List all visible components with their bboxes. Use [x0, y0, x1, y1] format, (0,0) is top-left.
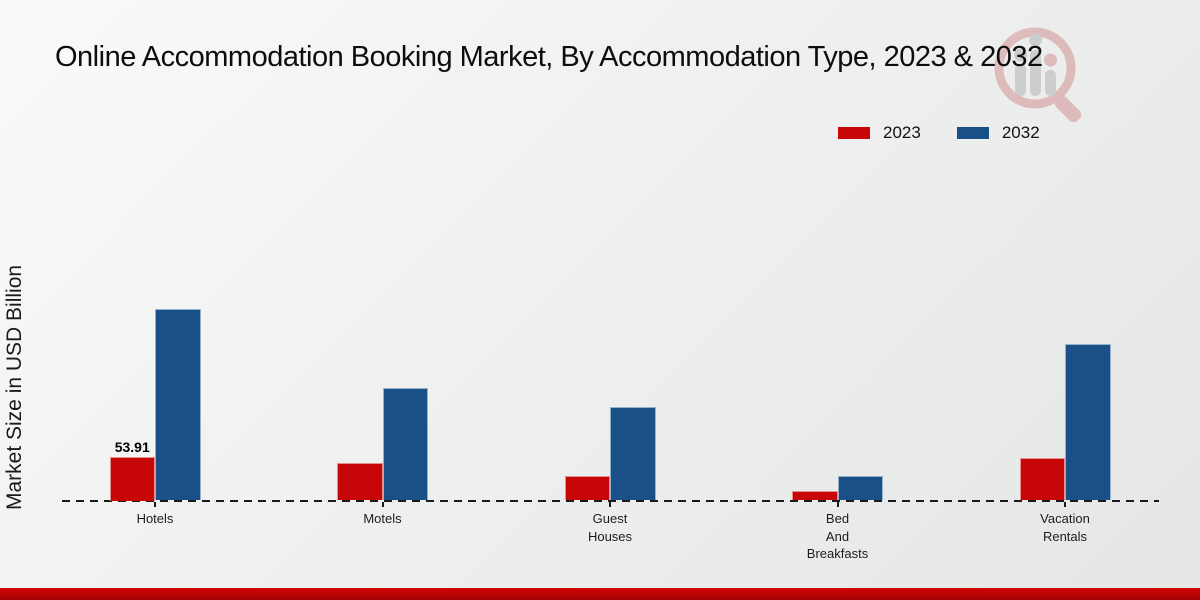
legend: 2023 2032 [838, 123, 1076, 143]
bar-2023-bed-and-breakfasts [792, 491, 838, 501]
x-axis-tick-bed-and-breakfasts [836, 502, 839, 507]
category-label-guest-houses: Guest Houses [587, 511, 633, 544]
legend-item-2023: 2023 [838, 123, 921, 143]
x-axis-tick-guest-houses [609, 502, 611, 507]
bar-2032-bed-and-breakfasts [837, 476, 883, 501]
chart-title: Online Accommodation Booking Market, By … [55, 41, 1043, 73]
category-label-hotels: Hotels [136, 511, 174, 526]
bar-2023-vacation-rentals [1019, 457, 1065, 501]
bar-2023-hotels [109, 456, 155, 501]
legend-swatch-2032 [956, 127, 989, 139]
bar-2032-hotels [155, 309, 201, 501]
x-axis-tick-vacation-rentals [1064, 502, 1066, 507]
footer-accent-band [0, 588, 1200, 600]
legend-label-2023: 2023 [883, 123, 921, 142]
bar-2032-motels [382, 387, 428, 501]
legend-label-2032: 2032 [1001, 123, 1040, 142]
x-axis-baseline [62, 500, 1159, 502]
bar-2023-motels [337, 463, 383, 501]
x-axis-tick-motels [381, 502, 384, 507]
data-label-2023-hotels: 53.91 [114, 438, 150, 455]
bar-2032-guest-houses [610, 406, 656, 501]
x-axis-tick-hotels [154, 502, 156, 507]
category-label-motels: Motels [363, 511, 402, 526]
category-label-bed-and-breakfasts: Bed And Breakfasts [806, 511, 869, 561]
legend-swatch-2023 [838, 127, 870, 139]
bar-2023-guest-houses [564, 476, 610, 501]
watermark-logo-icon [994, 27, 1082, 123]
legend-item-2032: 2032 [956, 123, 1040, 143]
bar-2032-vacation-rentals [1065, 344, 1111, 501]
category-label-vacation-rentals: Vacation Rentals [1040, 511, 1090, 544]
y-axis-label: Market Size in USD Billion [3, 264, 26, 510]
